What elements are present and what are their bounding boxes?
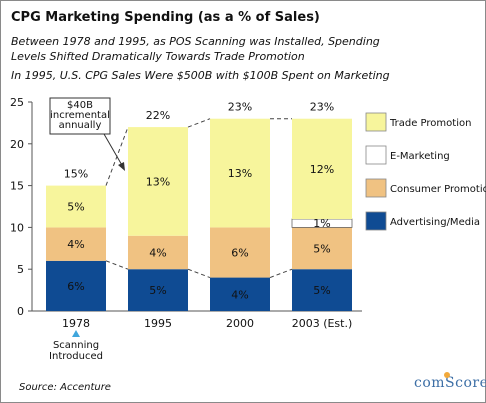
legend-label: E-Marketing (390, 151, 450, 162)
bar-segment (292, 118, 352, 220)
arrowhead-icon (118, 162, 125, 171)
callout-box (49, 97, 111, 135)
segment-label: 4% (67, 238, 84, 251)
segment-label: 6% (231, 246, 248, 259)
trend-connector-top (187, 118, 211, 128)
y-tick-label: 25 (10, 96, 24, 109)
y-tick-label: 0 (17, 305, 24, 318)
callout-text: incremental (50, 110, 110, 121)
segment-label: 4% (231, 288, 248, 301)
bar-segment (46, 185, 106, 228)
y-tick-label: 10 (10, 221, 24, 234)
legend-swatch (365, 112, 387, 132)
segment-label: 13% (228, 167, 252, 180)
x-tick-label: 1978 (62, 317, 90, 330)
chart-title: CPG Marketing Spending (as a % of Sales) (11, 10, 320, 25)
bar-segment (128, 269, 188, 311)
segment-label: 1% (313, 217, 330, 230)
legend-swatch (365, 145, 387, 165)
bar-segment (46, 260, 106, 311)
segment-label: 5% (67, 201, 84, 214)
x-tick-label: 2000 (226, 317, 254, 330)
bar-segment (210, 227, 270, 278)
bar-segment (210, 118, 270, 228)
marker-label: Scanning (53, 340, 99, 351)
trend-connector-bottom (187, 268, 211, 279)
triangle-marker-icon (72, 330, 80, 337)
segment-label: 5% (313, 242, 330, 255)
bar-segment (210, 277, 270, 311)
bar-segment (128, 127, 188, 236)
trend-connector-bottom (105, 260, 129, 270)
logo-text: comScore (414, 375, 486, 391)
x-tick-label: 2003 (Est.) (292, 317, 353, 330)
bar-segment (292, 227, 352, 270)
callout-text: annually (59, 120, 102, 131)
y-tick-label: 5 (17, 263, 24, 276)
comscore-logo: comScore (414, 372, 486, 391)
segment-label: 5% (149, 284, 166, 297)
segment-label: 5% (313, 284, 330, 297)
callout-text: $40B (67, 100, 93, 111)
x-tick-label: 1995 (144, 317, 172, 330)
bar-segment (46, 227, 106, 261)
legend-swatch (365, 178, 387, 198)
bar-segment (128, 235, 188, 270)
bar-segment (292, 269, 352, 311)
legend-label: Advertising/Media (390, 217, 480, 228)
source-note: Source: Accenture (19, 382, 111, 393)
trend-connector-bottom (269, 268, 293, 279)
logo-dot-icon (444, 372, 450, 378)
total-label: 23% (228, 101, 252, 114)
total-label: 23% (310, 101, 334, 114)
legend-label: Trade Promotion (389, 118, 471, 129)
y-tick-label: 15 (10, 180, 24, 193)
segment-label: 6% (67, 280, 84, 293)
chart-subtitle-2: In 1995, U.S. CPG Sales Were $500B with … (11, 69, 390, 82)
marker-label: Introduced (49, 351, 103, 362)
total-label: 22% (146, 109, 170, 122)
y-tick-label: 20 (10, 138, 24, 151)
legend-label: Consumer Promotion (390, 184, 486, 195)
total-label: 15% (64, 168, 88, 181)
legend-swatch (365, 211, 387, 231)
segment-label: 12% (310, 163, 334, 176)
segment-label: 4% (149, 246, 166, 259)
callout-arrow-line (103, 133, 124, 168)
segment-label: 13% (146, 175, 170, 188)
chart-subtitle: Between 1978 and 1995, as POS Scanning w… (11, 35, 380, 63)
